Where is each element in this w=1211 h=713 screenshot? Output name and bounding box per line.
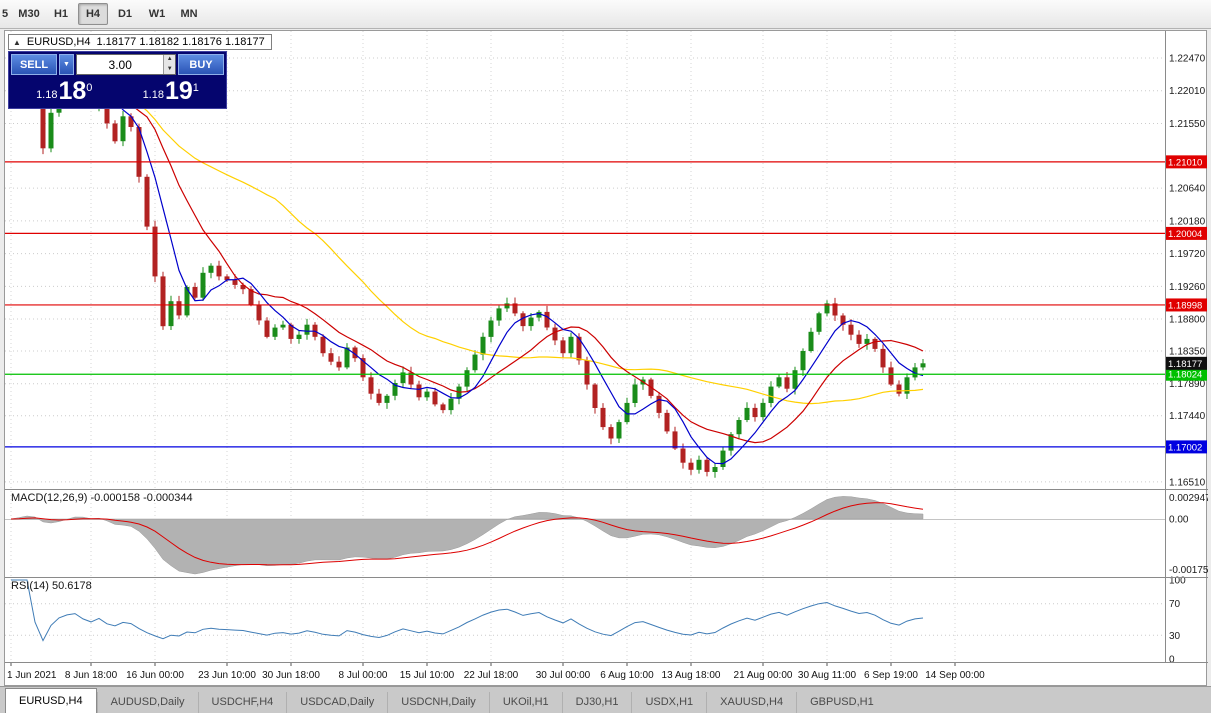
- svg-text:16 Jun 00:00: 16 Jun 00:00: [126, 670, 184, 681]
- chart-ohlc-values: 1.18177 1.18182 1.18176 1.18177: [96, 36, 265, 48]
- svg-text:1.18024: 1.18024: [1168, 370, 1202, 381]
- symbol-tab-gbpusd-h1[interactable]: GBPUSD,H1: [796, 692, 887, 713]
- svg-text:1.17890: 1.17890: [1169, 379, 1206, 390]
- svg-text:22 Jul 18:00: 22 Jul 18:00: [464, 670, 519, 681]
- svg-text:30: 30: [1169, 631, 1181, 642]
- ask-pip-digit: 1: [192, 82, 199, 94]
- timeframe-button-h1[interactable]: H1: [53, 8, 69, 20]
- svg-text:1.17440: 1.17440: [1169, 411, 1206, 422]
- price-chart[interactable]: 0.0029470.00-0.001751100703001.224701.22…: [5, 31, 1208, 685]
- bid-price: 1.18 18 0: [11, 75, 118, 106]
- spin-down-icon[interactable]: ▼: [166, 65, 173, 72]
- svg-text:0: 0: [1169, 655, 1175, 666]
- symbol-tab-usdx-h1[interactable]: USDX,H1: [631, 692, 707, 713]
- svg-text:6 Aug 10:00: 6 Aug 10:00: [600, 670, 654, 681]
- svg-text:1.20004: 1.20004: [1168, 229, 1202, 240]
- trade-controls-row: SELL ▼ ▲ ▼ BUY: [11, 54, 224, 75]
- svg-text:1.18350: 1.18350: [1169, 347, 1206, 358]
- svg-text:30 Jul 00:00: 30 Jul 00:00: [536, 670, 591, 681]
- svg-text:1.18177: 1.18177: [1168, 359, 1202, 370]
- svg-text:8 Jul 00:00: 8 Jul 00:00: [339, 670, 388, 681]
- svg-text:13 Aug 18:00: 13 Aug 18:00: [662, 670, 721, 681]
- svg-text:1.21010: 1.21010: [1168, 157, 1202, 168]
- svg-text:1.22470: 1.22470: [1169, 54, 1206, 65]
- ma-lines: [10, 76, 924, 465]
- svg-text:1.20640: 1.20640: [1169, 184, 1206, 195]
- symbol-tab-usdcnh-daily[interactable]: USDCNH,Daily: [387, 692, 489, 713]
- svg-text:1.21550: 1.21550: [1169, 119, 1206, 130]
- svg-text:1.18800: 1.18800: [1169, 315, 1206, 326]
- spin-up-icon[interactable]: ▲: [166, 56, 173, 62]
- sell-button[interactable]: SELL: [11, 54, 57, 75]
- ask-prefix: 1.18: [142, 89, 164, 101]
- axis-badges: 1.21010 1.20004 1.18998 1.18024 1.17002 1.181…: [1166, 155, 1207, 454]
- svg-text:14 Sep 00:00: 14 Sep 00:00: [925, 670, 985, 681]
- timeframe-button-m30[interactable]: M30: [18, 8, 40, 20]
- svg-text:30 Aug 11:00: 30 Aug 11:00: [798, 670, 857, 681]
- rsi-pane: 100 70 30 0: [5, 576, 1186, 666]
- svg-text:21 Aug 00:00: 21 Aug 00:00: [734, 670, 793, 681]
- timeframe-button-partial[interactable]: 5: [1, 8, 9, 20]
- svg-text:15 Jul 10:00: 15 Jul 10:00: [400, 670, 455, 681]
- svg-text:1 Jun 2021: 1 Jun 2021: [7, 670, 57, 681]
- volume-box: ▲ ▼: [76, 54, 176, 75]
- svg-text:1.19260: 1.19260: [1169, 282, 1206, 293]
- chart-ohlc-header: ▲ EURUSD,H4 1.18177 1.18182 1.18176 1.18…: [8, 34, 272, 50]
- collapse-panel-icon[interactable]: ▲: [13, 37, 21, 47]
- chart-area[interactable]: 0.0029470.00-0.001751100703001.224701.22…: [4, 30, 1208, 686]
- symbol-tab-audusd-daily[interactable]: AUDUSD,Daily: [96, 692, 198, 713]
- svg-text:0.002947: 0.002947: [1169, 493, 1208, 504]
- symbol-tab-ukoil-h1[interactable]: UKOil,H1: [488, 692, 562, 713]
- chevron-down-icon: ▼: [63, 61, 70, 68]
- order-options-dropdown[interactable]: ▼: [59, 54, 74, 75]
- svg-text:0.00: 0.00: [1169, 515, 1189, 526]
- price-axis: 1.22470 1.22010 1.21550 1.20640 1.20180 1.197…: [1169, 54, 1206, 489]
- level-lines: [5, 161, 1165, 448]
- symbol-tabs: EURUSD,H4 AUDUSD,Daily USDCHF,H4 USDCAD,Dai…: [0, 686, 1211, 713]
- chart-symbol-label: EURUSD,H4: [26, 36, 91, 48]
- time-axis: 1 Jun 2021 8 Jun 18:00 16 Jun 00:00 23 Jun …: [7, 662, 985, 681]
- svg-text:1.17002: 1.17002: [1168, 442, 1202, 453]
- svg-text:1.16510: 1.16510: [1169, 477, 1206, 488]
- timeframe-button-w1[interactable]: W1: [148, 8, 166, 20]
- bid-prefix: 1.18: [36, 89, 58, 101]
- svg-text:23 Jun 10:00: 23 Jun 10:00: [198, 670, 256, 681]
- quote-row: 1.18 18 0 1.18 19 1: [11, 75, 224, 106]
- svg-text:30 Jun 18:00: 30 Jun 18:00: [262, 670, 320, 681]
- svg-text:1.19720: 1.19720: [1169, 249, 1206, 260]
- ask-price: 1.18 19 1: [118, 75, 225, 106]
- timeframe-toolbar: 5 M30 H1 H4 D1 W1 MN: [0, 0, 1211, 29]
- svg-text:100: 100: [1169, 576, 1186, 587]
- svg-text:6 Sep 19:00: 6 Sep 19:00: [864, 670, 918, 681]
- symbol-tab-eurusd-h4[interactable]: EURUSD,H4: [5, 688, 97, 713]
- timeframe-button-d1[interactable]: D1: [117, 8, 133, 20]
- timeframe-button-h4[interactable]: H4: [78, 3, 108, 25]
- svg-text:1.20180: 1.20180: [1169, 216, 1206, 227]
- buy-button[interactable]: BUY: [178, 54, 224, 75]
- svg-text:70: 70: [1169, 599, 1181, 610]
- volume-stepper[interactable]: ▲ ▼: [163, 55, 175, 74]
- symbol-tab-dj30-h1[interactable]: DJ30,H1: [561, 692, 632, 713]
- timeframe-button-mn[interactable]: MN: [180, 8, 198, 20]
- svg-text:1.18998: 1.18998: [1168, 300, 1202, 311]
- macd-indicator-label: MACD(12,26,9) -0.000158 -0.000344: [11, 492, 193, 504]
- svg-text:1.22010: 1.22010: [1169, 86, 1206, 97]
- rsi-indicator-label: RSI(14) 50.6178: [11, 580, 92, 592]
- symbol-tab-usdchf-h4[interactable]: USDCHF,H4: [197, 692, 287, 713]
- bid-pip-digit: 0: [86, 82, 93, 94]
- symbol-tab-usdcad-daily[interactable]: USDCAD,Daily: [286, 692, 388, 713]
- volume-input[interactable]: [77, 55, 164, 74]
- symbol-tab-xauusd-h4[interactable]: XAUUSD,H4: [706, 692, 797, 713]
- bid-big-digits: 18: [58, 77, 87, 105]
- svg-text:8 Jun 18:00: 8 Jun 18:00: [65, 670, 118, 681]
- candles-series: [8, 59, 926, 478]
- ask-big-digits: 19: [164, 77, 193, 105]
